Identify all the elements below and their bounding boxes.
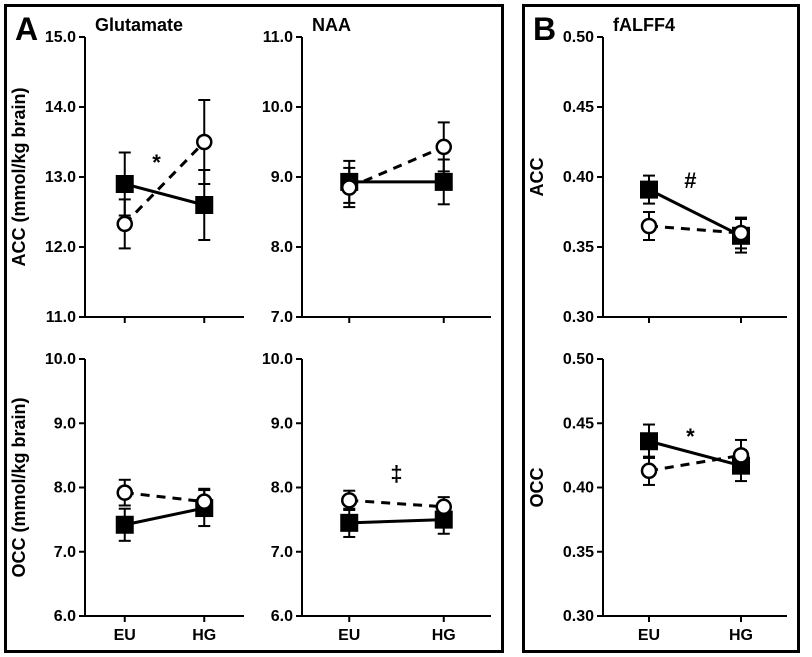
svg-text:*: *	[686, 424, 695, 449]
svg-text:0.30: 0.30	[563, 608, 594, 625]
panel-a: A 11.012.013.014.015.0GlutamateACC (mmol…	[4, 4, 504, 653]
svg-text:15.0: 15.0	[45, 29, 76, 46]
svg-text:EU: EU	[114, 627, 136, 644]
panel-b-row-top: 0.30 0.35 0.40 0.45 0.50 fALFF4 ACC #	[525, 7, 797, 329]
svg-text:13.0: 13.0	[45, 169, 76, 186]
svg-text:ACC (mmol/kg brain): ACC (mmol/kg brain)	[9, 87, 29, 266]
svg-text:HG: HG	[729, 627, 753, 644]
svg-text:0.50: 0.50	[563, 351, 594, 368]
svg-text:NAA: NAA	[312, 15, 351, 35]
panel-b-row-bottom: 0.30 0.35 0.40 0.45 0.50 EU HG OCC *	[525, 329, 797, 650]
svg-text:9.0: 9.0	[271, 169, 293, 186]
svg-text:8.0: 8.0	[271, 480, 293, 497]
svg-text:0.35: 0.35	[563, 239, 594, 256]
svg-text:#: #	[684, 168, 696, 193]
svg-text:EU: EU	[338, 627, 360, 644]
chart-naa-acc: 7.0 8.0 9.0 10.0 11.0 NAA	[254, 7, 501, 329]
svg-text:0.30: 0.30	[563, 309, 594, 326]
chart-falff-occ: 0.30 0.35 0.40 0.45 0.50 EU HG OCC *	[525, 329, 797, 650]
svg-text:11.0: 11.0	[46, 309, 76, 326]
svg-text:OCC: OCC	[527, 468, 547, 508]
chart-glutamate-acc: 11.0 12.0 13.0 14.0 15.0 Glutamate ACC (mmol/k…	[7, 7, 254, 329]
svg-text:ACC: ACC	[527, 158, 547, 197]
svg-text:0.45: 0.45	[563, 99, 594, 116]
svg-text:0.35: 0.35	[563, 544, 594, 561]
svg-text:fALFF4: fALFF4	[613, 15, 675, 35]
svg-text:6.0: 6.0	[54, 608, 76, 625]
svg-text:HG: HG	[192, 627, 216, 644]
svg-text:8.0: 8.0	[54, 480, 76, 497]
svg-text:0.50: 0.50	[563, 29, 594, 46]
svg-text:OCC (mmol/kg brain): OCC (mmol/kg brain)	[9, 397, 29, 577]
panel-a-row-bottom: 6.07.08.09.010.0EUHGOCC (mmol/kg brain) …	[7, 329, 501, 650]
svg-text:14.0: 14.0	[45, 99, 76, 116]
svg-text:6.0: 6.0	[271, 608, 293, 625]
panel-b: B 0.300.350.400.450.50fALFF4ACC# 0.300.3…	[522, 4, 800, 653]
figure: A 11.012.013.014.015.0GlutamateACC (mmol…	[0, 0, 812, 657]
chart-naa-occ: 6.0 7.0 8.0 9.0 10.0 EU HG ‡	[254, 329, 501, 650]
svg-text:8.0: 8.0	[271, 239, 293, 256]
svg-text:10.0: 10.0	[45, 351, 76, 368]
svg-text:10.0: 10.0	[262, 99, 293, 116]
chart-glutamate-occ: 6.0 7.0 8.0 9.0 10.0 EU HG OCC (mmol/kg brain)	[7, 329, 254, 650]
svg-text:12.0: 12.0	[45, 239, 76, 256]
svg-text:0.40: 0.40	[563, 169, 594, 186]
svg-text:10.0: 10.0	[262, 351, 293, 368]
svg-text:7.0: 7.0	[54, 544, 76, 561]
svg-text:11.0: 11.0	[263, 29, 293, 46]
svg-text:EU: EU	[638, 627, 660, 644]
svg-text:Glutamate: Glutamate	[95, 15, 183, 35]
chart-falff-acc: 0.30 0.35 0.40 0.45 0.50 fALFF4 ACC #	[525, 7, 797, 329]
svg-text:7.0: 7.0	[271, 309, 293, 326]
svg-text:0.45: 0.45	[563, 415, 594, 432]
svg-text:HG: HG	[432, 627, 456, 644]
svg-text:9.0: 9.0	[54, 415, 76, 432]
svg-text:‡: ‡	[390, 461, 402, 486]
svg-text:*: *	[152, 150, 161, 175]
svg-text:9.0: 9.0	[271, 415, 293, 432]
svg-text:0.40: 0.40	[563, 480, 594, 497]
panel-a-row-top: 11.0 12.0 13.0 14.0 15.0 Glutamate ACC (mmol/k…	[7, 7, 501, 329]
svg-text:7.0: 7.0	[271, 544, 293, 561]
